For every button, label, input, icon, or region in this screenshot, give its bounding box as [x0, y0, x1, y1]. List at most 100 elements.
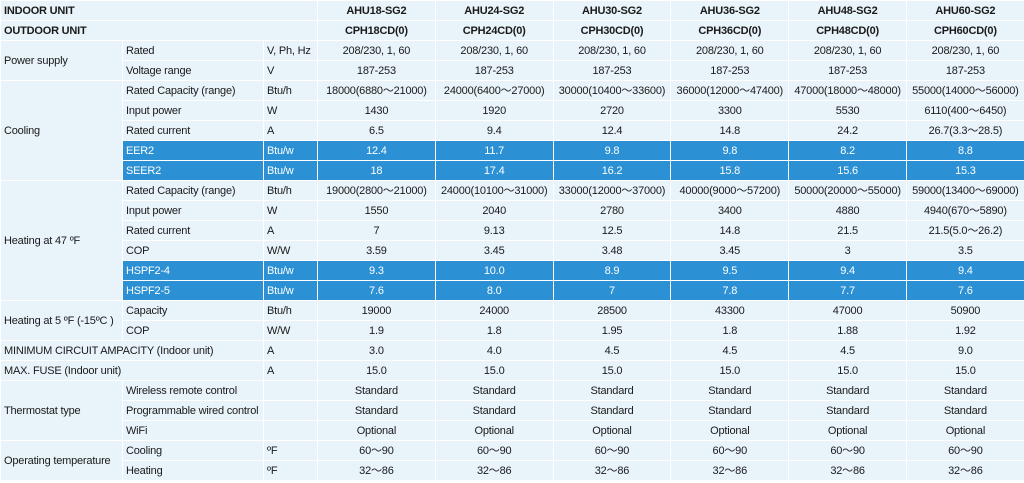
- cell-value: Standard: [552, 380, 672, 401]
- cell-value: 6.5: [317, 120, 436, 141]
- cell-value: 32～86: [434, 460, 554, 481]
- row-unit: ºF: [263, 440, 318, 461]
- row-unit: Btu/w: [263, 160, 318, 181]
- cell-value: 50000(20000～55000): [788, 180, 907, 201]
- cell-value: Standard: [788, 400, 907, 421]
- table-row: Input power W 1550 2040 2780 3400 4880 4940(67…: [1, 200, 1024, 221]
- cell-value: 208/230, 1, 60: [434, 40, 554, 61]
- cell-value: 1.8: [434, 320, 554, 341]
- cell-value: 1.92: [905, 320, 1024, 341]
- cell-value: 7: [552, 280, 672, 301]
- cell-value: 17.4: [434, 160, 554, 181]
- cell-value: 7.8: [670, 280, 790, 301]
- outdoor-model: CPH30CD(0): [552, 20, 672, 41]
- cell-value: 9.5: [670, 260, 790, 281]
- cell-value: 208/230, 1, 60: [670, 40, 790, 61]
- cell-value: 3400: [670, 200, 790, 221]
- cell-value: 32～86: [670, 460, 790, 481]
- row-unit: [263, 400, 318, 421]
- cell-value: 32～86: [788, 460, 907, 481]
- cell-value: 24.2: [788, 120, 907, 141]
- table-row: Operating temperature Cooling ºF 60～90 60～…: [0, 440, 1024, 481]
- cell-value: 30000(10400～33600): [552, 80, 672, 101]
- cell-value: 32～86: [317, 460, 436, 481]
- cell-value: 1920: [434, 100, 554, 121]
- row-label: COP: [122, 240, 264, 261]
- row-label: SEER2: [122, 160, 264, 181]
- row-label: HSPF2-4: [122, 260, 264, 281]
- table-row: Heating at 5 ºF (-15ºC ) Capacity Btu/h 1…: [0, 300, 1024, 341]
- row-unit: A: [263, 340, 318, 361]
- indoor-unit-label: INDOOR UNIT: [0, 0, 318, 21]
- cell-value: 24000(10100～31000): [434, 180, 554, 201]
- cell-value: 32～86: [552, 460, 672, 481]
- row-label: MAX. FUSE (Indoor unit): [0, 360, 264, 381]
- row-unit: Btu/w: [263, 280, 318, 301]
- cell-value: Optional: [552, 420, 672, 441]
- cell-value: 8.9: [552, 260, 672, 281]
- cell-value: 3300: [670, 100, 790, 121]
- cell-value: 9.3: [317, 260, 436, 281]
- row-unit: A: [263, 120, 318, 141]
- indoor-model: AHU36-SG2: [670, 0, 790, 21]
- cell-value: 7.7: [788, 280, 907, 301]
- cell-value: 43300: [670, 300, 790, 321]
- cell-value: 18: [317, 160, 436, 181]
- cell-value: Standard: [317, 380, 436, 401]
- row-label: Capacity: [122, 300, 264, 321]
- cell-value: 4.0: [434, 340, 554, 361]
- row-unit: Btu/w: [263, 260, 318, 281]
- cell-value: Optional: [434, 420, 554, 441]
- cell-value: 1.88: [788, 320, 907, 341]
- row-unit: W: [263, 200, 318, 221]
- cell-value: 3.48: [552, 240, 672, 261]
- row-unit: W/W: [263, 240, 318, 261]
- table-row-highlight: HSPF2-4 Btu/w 9.3 10.0 8.9 9.5 9.4 9.4: [1, 260, 1024, 281]
- row-unit: A: [263, 360, 318, 381]
- outdoor-model: CPH18CD(0): [317, 20, 436, 41]
- cell-value: 187-253: [670, 60, 790, 81]
- cell-value: Optional: [905, 420, 1024, 441]
- cell-value: 8.2: [788, 140, 907, 161]
- cell-value: 2780: [552, 200, 672, 221]
- cell-value: 19000(2800～21000): [317, 180, 436, 201]
- table-row-highlight: EER2 Btu/w 12.4 11.7 9.8 9.8 8.2 8.8: [1, 140, 1024, 161]
- group-label-heating-5: Heating at 5 ºF (-15ºC ): [0, 300, 123, 341]
- row-label: Rated Capacity (range): [122, 180, 264, 201]
- indoor-model: AHU48-SG2: [788, 0, 907, 21]
- cell-value: 1550: [317, 200, 436, 221]
- cell-value: 60～90: [317, 440, 436, 461]
- row-label: Input power: [122, 200, 264, 221]
- cell-value: 4.5: [552, 340, 672, 361]
- cell-value: 8.8: [905, 140, 1024, 161]
- cell-value: 12.5: [552, 220, 672, 241]
- row-unit: Btu/w: [263, 140, 318, 161]
- row-label: Rated current: [122, 120, 264, 141]
- table-row: Rated current A 7 9.13 12.5 14.8 21.5 21.5(5.0…: [1, 220, 1024, 241]
- table-row: WiFi Optional Optional Optional Optional Opt…: [1, 420, 1024, 441]
- cell-value: 18000(6880～21000): [317, 80, 436, 101]
- row-label: Heating: [122, 460, 264, 481]
- cell-value: Standard: [905, 380, 1024, 401]
- row-unit: Btu/h: [263, 80, 318, 101]
- cell-value: 15.0: [317, 360, 436, 381]
- table-row-highlight: HSPF2-5 Btu/w 7.6 8.0 7 7.8 7.7 7.6: [1, 280, 1024, 301]
- cell-value: 4.5: [670, 340, 790, 361]
- row-label: Cooling: [122, 440, 264, 461]
- table-row: Heating ºF 32～86 32～86 32～86 32～86 32～86 32～86: [1, 460, 1024, 481]
- header-row-indoor: INDOOR UNIT AHU18-SG2 AHU24-SG2 AHU30-SG…: [0, 0, 1024, 21]
- row-label: Programmable wired control: [122, 400, 264, 421]
- table-row: Voltage range V 187-253 187-253 187-253 187-…: [1, 60, 1024, 81]
- cell-value: 47000: [788, 300, 907, 321]
- cell-value: 15.0: [905, 360, 1024, 381]
- cell-value: 15.0: [670, 360, 790, 381]
- row-unit: V: [263, 60, 318, 81]
- cell-value: Optional: [670, 420, 790, 441]
- cell-value: 15.0: [552, 360, 672, 381]
- cell-value: 2040: [434, 200, 554, 221]
- cell-value: 60～90: [788, 440, 907, 461]
- row-unit: W: [263, 100, 318, 121]
- outdoor-model: CPH24CD(0): [434, 20, 554, 41]
- cell-value: 15.0: [788, 360, 907, 381]
